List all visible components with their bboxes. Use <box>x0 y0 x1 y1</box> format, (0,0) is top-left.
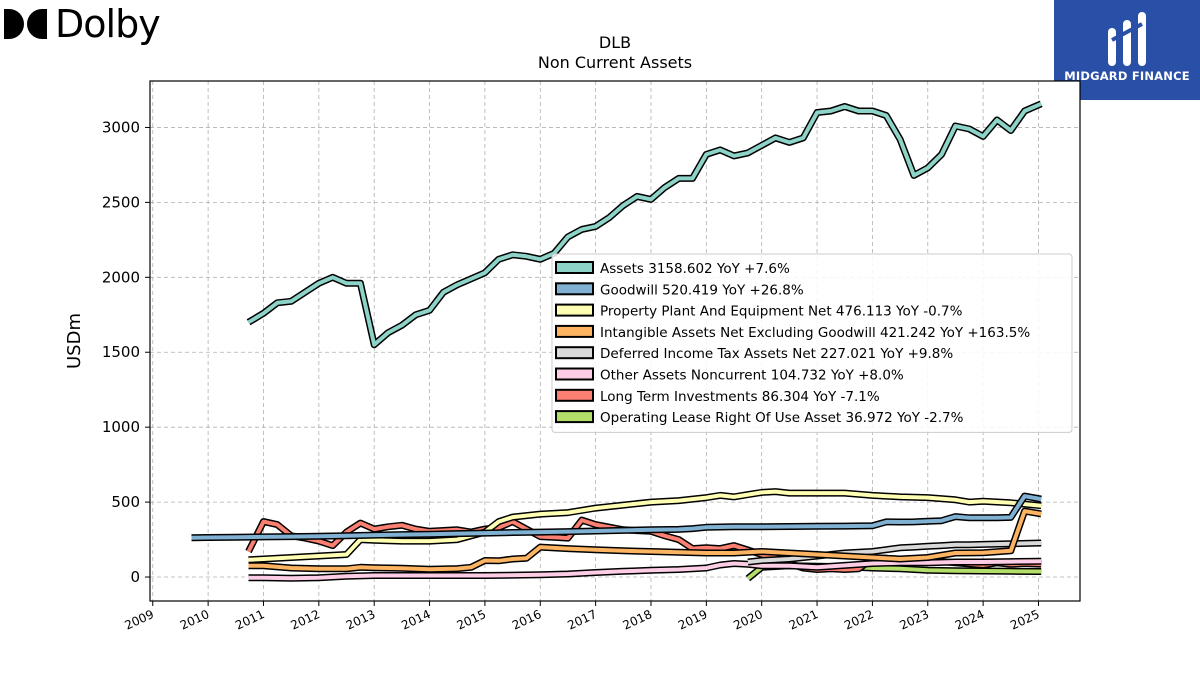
legend-swatch <box>555 261 594 274</box>
series-assets <box>246 100 1043 349</box>
y-axis-label: USDm <box>64 313 85 369</box>
legend-item: Goodwill 520.419 YoY +26.8% <box>555 282 804 298</box>
chart-title: DLB <box>599 33 631 52</box>
series-deferred-income-tax-assets-net <box>747 539 1042 566</box>
x-tick-label: 2021 <box>787 607 821 633</box>
legend-label: Property Plant And Equipment Net 476.113… <box>600 304 963 320</box>
series-line <box>191 494 1042 540</box>
legend-swatch <box>555 388 594 402</box>
x-tick-label: 2020 <box>731 607 765 633</box>
x-tick-label: 2016 <box>510 607 544 633</box>
dolby-logo: Dolby <box>4 2 161 46</box>
y-tick-label: 2000 <box>102 268 140 286</box>
legend-swatch <box>555 282 594 296</box>
x-tick-label: 2009 <box>122 607 156 633</box>
x-tick-label: 2023 <box>897 607 931 633</box>
legend-swatch <box>555 324 594 338</box>
legend-swatch <box>555 346 594 360</box>
legend-swatch <box>555 303 594 317</box>
legend: Assets 3158.602 YoY +7.6% Goodwill 520.41… <box>551 253 1073 433</box>
x-tick-label: 2018 <box>621 607 655 633</box>
series-intangible-assets-net-excluding-goodwill <box>248 507 1042 573</box>
x-tick-label: 2014 <box>399 607 433 633</box>
y-tick-label: 500 <box>111 493 140 511</box>
legend-item: Deferred Income Tax Assets Net 227.021 Y… <box>555 346 953 362</box>
legend-label: Other Assets Noncurrent 104.732 YoY +8.0… <box>600 368 904 384</box>
y-tick-label: 0 <box>130 568 140 586</box>
x-tick-label: 2013 <box>344 607 378 633</box>
legend-label: Goodwill 520.419 YoY +26.8% <box>600 282 804 298</box>
legend-item: Property Plant And Equipment Net 476.113… <box>555 303 963 320</box>
x-tick-label: 2017 <box>565 607 599 633</box>
series-line <box>248 559 1042 581</box>
x-tick-label: 2024 <box>953 607 987 633</box>
brand-name: Dolby <box>55 2 161 46</box>
legend-label: Operating Lease Right Of Use Asset 36.97… <box>600 410 964 426</box>
x-tick-label: 2011 <box>233 607 267 633</box>
series-line <box>248 489 1042 562</box>
series-line <box>248 509 1042 572</box>
legend-item: Assets 3158.602 YoY +7.6% <box>555 261 790 277</box>
legend-item: Intangible Assets Net Excluding Goodwill… <box>555 324 1030 341</box>
legend-swatch <box>555 410 594 424</box>
legend-item: Other Assets Noncurrent 104.732 YoY +8.0… <box>555 367 904 384</box>
legend-label: Deferred Income Tax Assets Net 227.021 Y… <box>600 346 953 362</box>
midgard-finance-badge: MIDGARD FINANCE <box>1054 0 1200 100</box>
y-tick-label: 2500 <box>102 193 140 211</box>
chart-subtitle: Non Current Assets <box>538 53 692 72</box>
partner-name: MIDGARD FINANCE <box>1064 69 1190 83</box>
y-axis: 0 500 1000 1500 2000 2500 3000 <box>102 118 150 586</box>
series-lines <box>191 100 1043 582</box>
x-tick-label: 2012 <box>289 607 323 633</box>
legend-swatch <box>555 367 594 381</box>
x-tick-label: 2019 <box>676 607 710 633</box>
legend-label: Intangible Assets Net Excluding Goodwill… <box>600 325 1030 341</box>
midgard-logo-icon <box>1108 12 1146 66</box>
dolby-double-d-icon <box>4 9 47 39</box>
series-goodwill <box>191 492 1042 542</box>
x-tick-label: 2015 <box>455 607 489 633</box>
y-tick-label: 1500 <box>102 343 140 361</box>
plot-frame <box>149 80 1081 602</box>
x-axis: 2009 2010 2011 2012 2013 2014 2015 2016 2017 2018… <box>122 601 1042 633</box>
legend-label: Long Term Investments 86.304 YoY -7.1% <box>600 389 880 405</box>
y-tick-label: 3000 <box>102 118 140 136</box>
x-tick-label: 2025 <box>1008 607 1042 633</box>
series-other-assets-noncurrent <box>248 557 1042 582</box>
x-tick-label: 2010 <box>178 607 212 633</box>
legend-item: Operating Lease Right Of Use Asset 36.97… <box>555 410 964 426</box>
series-line <box>247 101 1042 347</box>
legend-label: Assets 3158.602 YoY +7.6% <box>600 261 790 277</box>
series-property-plant-and-equipment-net <box>248 488 1042 564</box>
series-line <box>747 541 1042 564</box>
legend-item: Long Term Investments 86.304 YoY -7.1% <box>555 388 880 405</box>
x-tick-label: 2022 <box>842 607 876 633</box>
legend-box <box>551 253 1073 433</box>
y-tick-label: 1000 <box>102 418 140 436</box>
